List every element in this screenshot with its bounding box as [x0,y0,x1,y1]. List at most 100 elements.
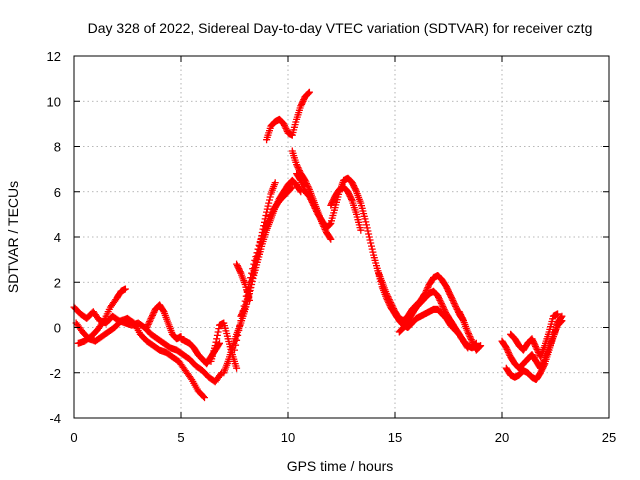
data-point [448,295,456,303]
data-point [384,293,392,301]
data-point [477,342,485,350]
data-point [456,309,464,317]
data-point [306,194,314,202]
data-point [280,121,288,129]
data-point [457,312,465,320]
data-point [365,230,373,238]
data-point [437,299,445,307]
data-point [330,195,338,203]
data-point [505,350,513,358]
data-point [231,346,238,354]
data-point [537,369,544,377]
data-point [350,183,358,191]
data-point [439,302,447,310]
data-point [159,307,167,314]
data-point [539,363,547,371]
data-point [387,300,395,308]
data-point [466,333,474,341]
data-point [451,301,459,309]
data-point [434,292,442,300]
data-point [502,344,510,352]
data-point [233,260,241,268]
x-tick-label: 20 [495,430,509,445]
y-tick-label: 12 [47,49,61,64]
data-point [248,277,256,285]
data-point [238,309,246,317]
data-point [441,307,449,315]
data-point [236,268,244,276]
data-point [445,289,453,297]
data-point [385,294,393,302]
data-point [383,291,391,299]
data-point [476,342,484,350]
data-point [368,242,375,250]
data-point [326,234,334,242]
data-point [299,97,307,105]
data-point [305,89,313,97]
data-point [148,313,156,321]
data-point [234,331,242,339]
data-point [447,292,455,300]
data-point [423,285,431,293]
data-point [450,299,458,307]
data-point [296,187,304,195]
data-point [329,197,337,205]
y-tick-label: 10 [47,94,61,109]
data-point [261,215,269,223]
data-point [326,220,334,228]
data-point [237,312,245,320]
data-point [348,195,355,203]
data-point [217,370,225,378]
data-point [452,304,460,312]
y-tick-label: 2 [54,275,61,290]
data-point [459,315,467,323]
data-point [211,342,219,350]
data-point [504,347,512,355]
data-point [465,331,473,339]
data-point [385,296,393,304]
data-point [259,225,267,233]
data-point [352,186,360,194]
data-point [260,222,268,230]
data-point [263,208,271,216]
data-point [238,311,246,319]
data-point [362,218,370,226]
data-point [294,164,302,172]
data-point [214,328,222,336]
data-point [264,202,272,210]
data-point [464,328,472,336]
data-point [386,297,394,305]
data-point [346,192,354,200]
data-point [303,181,311,189]
data-point [350,182,358,190]
data-point [463,343,471,351]
data-point [363,224,371,232]
data-point [455,308,463,316]
data-point [143,324,151,331]
data-point [445,287,452,295]
data-point [529,338,537,346]
data-point [443,284,451,292]
y-tick-label: 0 [54,321,61,336]
data-point [309,200,317,208]
data-point [503,345,511,353]
data-point [246,284,254,292]
data-point [368,245,376,253]
data-point [388,302,396,310]
data-point [263,205,271,213]
data-point [256,242,263,250]
y-tick-label: 8 [54,140,61,155]
data-point [295,165,303,173]
y-tick-label: 4 [54,230,61,245]
data-point [271,179,279,187]
data-point [213,331,221,339]
y-tick-label: -4 [49,411,61,426]
data-point [282,124,290,132]
data-point [449,296,457,304]
data-point [253,252,261,260]
data-point [424,284,432,291]
data-point [475,343,483,351]
data-point [261,218,268,226]
data-point [293,161,301,169]
data-point [250,267,258,275]
